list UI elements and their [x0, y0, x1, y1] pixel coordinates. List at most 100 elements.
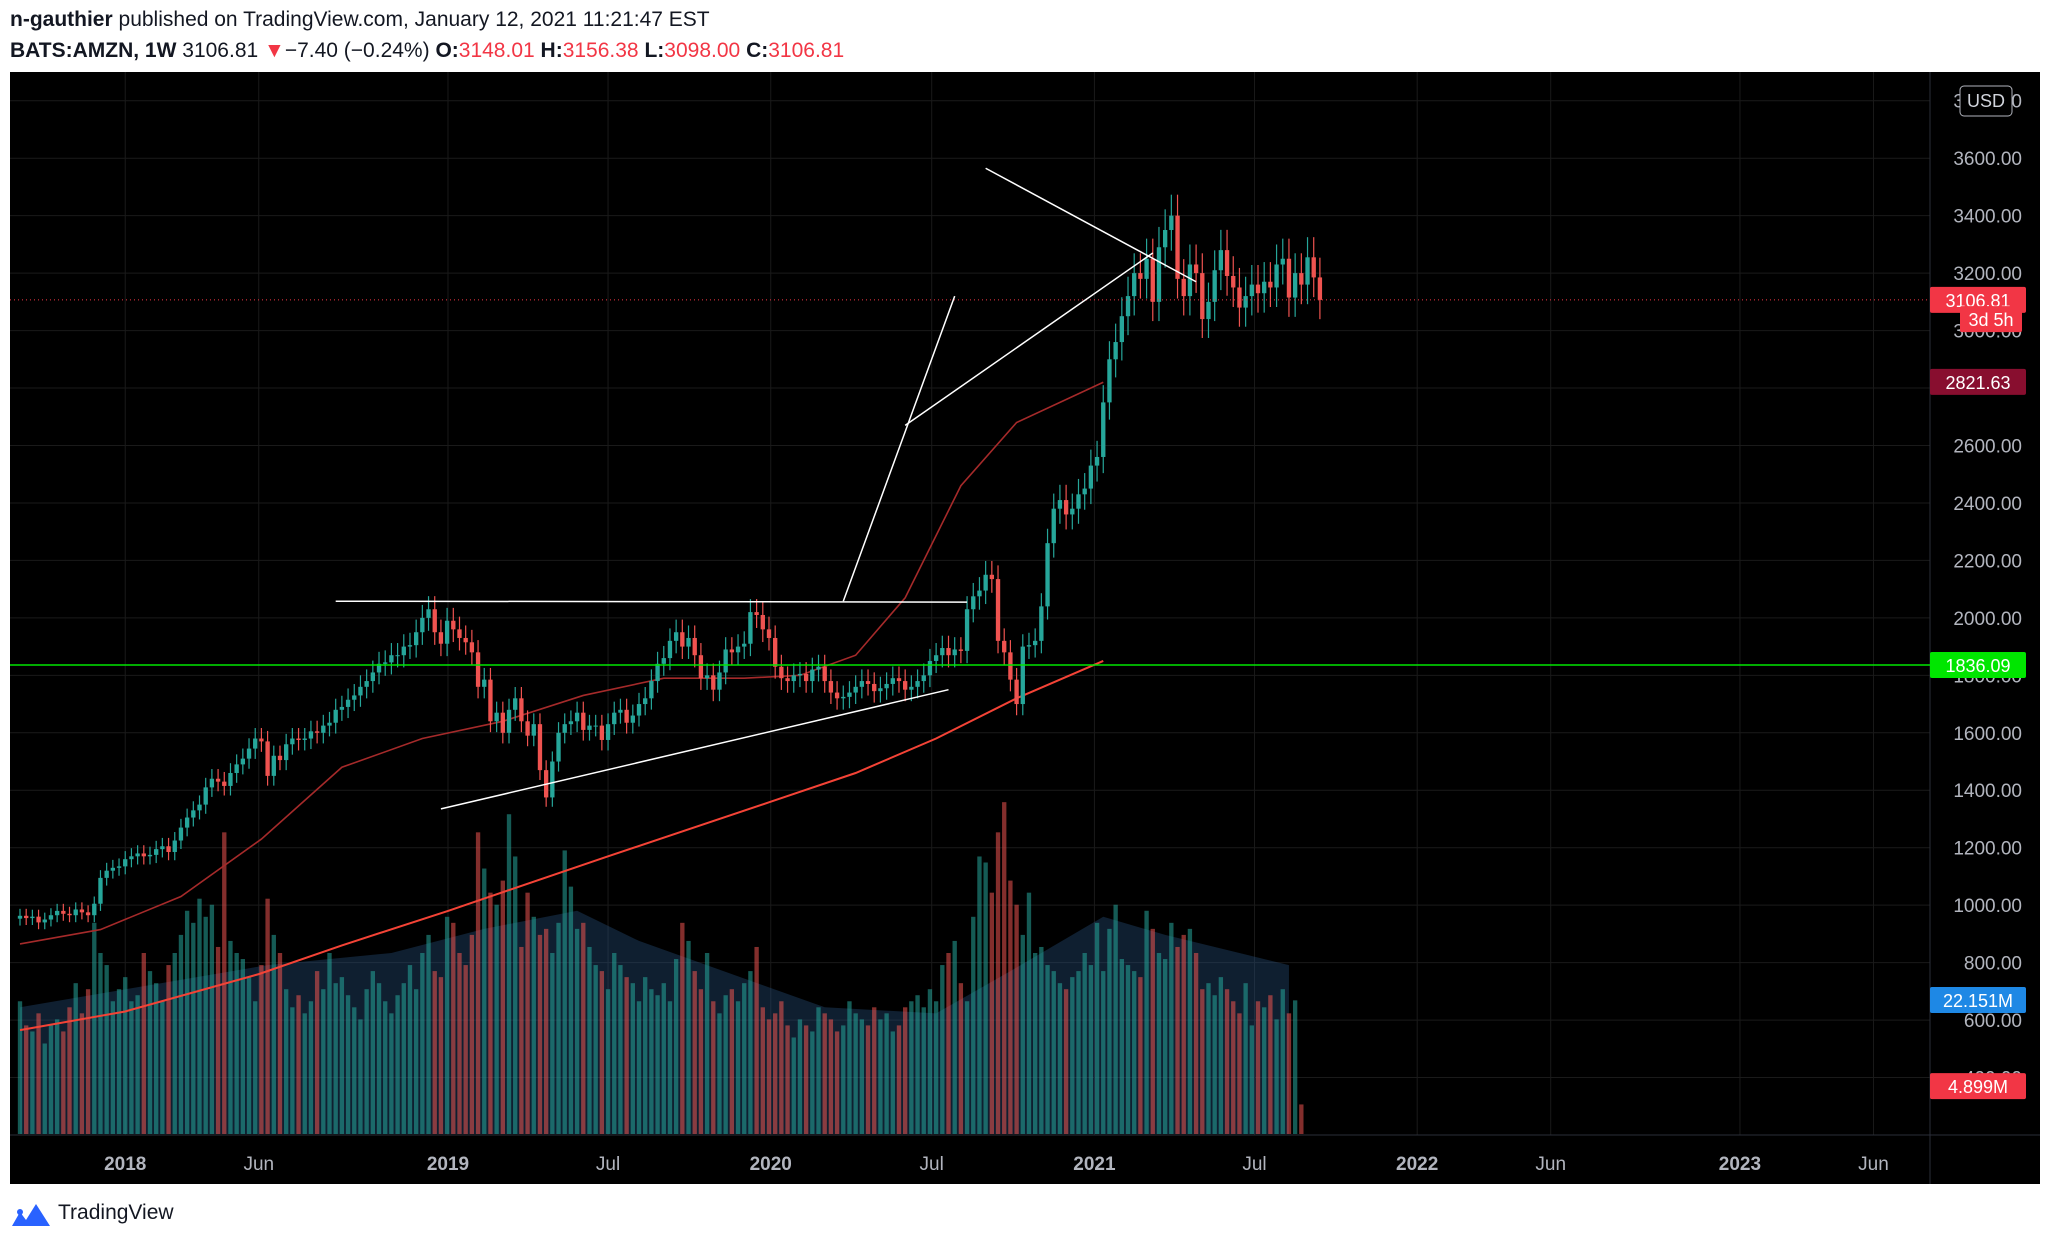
volume-bar: [141, 953, 146, 1134]
candle-body: [265, 741, 270, 776]
candle-body: [172, 840, 177, 853]
y-tick-label: 2200.00: [1953, 551, 2022, 572]
volume-bar: [890, 1031, 895, 1134]
volume-bar: [865, 1025, 871, 1134]
volume-bar: [1125, 965, 1131, 1134]
candle-body: [1193, 264, 1199, 274]
price-chart[interactable]: 3600.00 3400.00 3200.00 2600.00 2400.00 2200.…: [10, 72, 2040, 1184]
ohlc-legend: BATS:AMZN, 1W 3106.81 ▼−7.40 (−0.24%) O:…: [10, 39, 844, 63]
tradingview-logo-icon[interactable]: [10, 1200, 52, 1228]
candle-body: [17, 915, 23, 919]
y-tick-label: 1600.00: [1953, 724, 2022, 745]
candle-body: [1181, 278, 1186, 297]
y-tick-label: 3400.00: [1953, 207, 2022, 228]
volume-bar: [172, 953, 177, 1134]
volume-bar: [1212, 995, 1217, 1134]
volume-bar: [457, 953, 462, 1134]
candle-body: [1125, 296, 1131, 317]
candle-body: [1243, 296, 1248, 308]
candle-body: [537, 724, 543, 771]
volume-bar: [1150, 928, 1155, 1134]
candle-body: [383, 662, 388, 664]
candle-body: [667, 640, 673, 659]
candle-body: [308, 731, 314, 739]
open-label: O:: [435, 39, 459, 62]
candle-body: [605, 724, 611, 740]
trendline: [904, 252, 1154, 426]
volume-bar: [933, 1001, 939, 1134]
x-tick-label: Jun: [1858, 1154, 1889, 1175]
volume-bar: [1094, 922, 1100, 1134]
y-tick-label: 2000.00: [1953, 609, 2022, 630]
candle-body: [1286, 258, 1292, 298]
volume-bar: [1193, 953, 1199, 1134]
volume-bar: [1274, 1019, 1279, 1134]
close-label: C:: [746, 39, 769, 62]
volume-bar: [1175, 946, 1180, 1134]
volume-bar: [1243, 983, 1248, 1134]
volume-bar: [1286, 1013, 1292, 1134]
candle-body: [841, 696, 846, 699]
volume-bar: [760, 1007, 765, 1134]
candle-body: [116, 866, 122, 868]
volume-bar: [1076, 971, 1081, 1134]
candle-body: [1132, 273, 1137, 297]
volume-bar: [537, 934, 543, 1134]
candle-body: [729, 649, 735, 653]
candle-body: [475, 652, 481, 687]
chart-panel[interactable]: 3600.00 3400.00 3200.00 2600.00 2400.00 2200.…: [10, 72, 2040, 1184]
x-tick-label: Jul: [1242, 1154, 1266, 1175]
volume-bar: [903, 1007, 908, 1134]
candle-body: [630, 715, 635, 723]
volume-bar: [333, 983, 338, 1134]
volume-bar: [735, 1001, 741, 1134]
candle-body: [884, 683, 889, 689]
volume-bar: [983, 862, 988, 1134]
candle-body: [1057, 500, 1063, 509]
volume-bar: [129, 1001, 134, 1134]
volume-bar: [1057, 983, 1063, 1134]
x-tick-label: 2020: [750, 1154, 792, 1175]
volume-bar: [1237, 1013, 1242, 1134]
volume-bar: [506, 814, 512, 1134]
volume-bar: [135, 995, 140, 1134]
footer: TradingView: [10, 1196, 410, 1236]
candle-body: [872, 683, 877, 692]
volume-bar: [1249, 1025, 1254, 1134]
candle-body: [971, 596, 976, 610]
candle-body: [754, 612, 759, 615]
volume-bar: [655, 995, 660, 1134]
volume-bar: [872, 1007, 877, 1134]
x-tick-label: Jun: [1535, 1154, 1566, 1175]
candle-body: [921, 675, 926, 682]
volume-bar: [562, 850, 567, 1134]
candle-body: [277, 755, 283, 761]
candle-body: [649, 681, 654, 699]
volume-bar: [581, 922, 586, 1134]
candle-body: [104, 870, 109, 878]
volume-bar: [729, 989, 735, 1134]
candle-body: [426, 609, 431, 618]
volume-bar: [48, 1025, 54, 1134]
publish-text: published on TradingView.com, January 12…: [118, 8, 710, 31]
candle-body: [828, 681, 834, 693]
candle-body: [964, 609, 970, 651]
volume-bar: [1206, 983, 1211, 1134]
volume-bar: [686, 940, 691, 1134]
volume-bar: [1088, 965, 1094, 1134]
volume-bar: [1002, 802, 1007, 1134]
volume-bar: [723, 995, 728, 1134]
candle-body: [85, 912, 91, 916]
volume-bar: [859, 1019, 865, 1134]
candle-body: [704, 675, 710, 679]
tradingview-brand[interactable]: TradingView: [58, 1201, 174, 1224]
open-value: 3148.01: [458, 39, 535, 62]
volume-bar: [1032, 953, 1038, 1134]
candle-body: [1212, 270, 1217, 302]
volume-bar: [717, 1013, 722, 1134]
author-name[interactable]: n-gauthier: [10, 8, 113, 31]
symbol-label[interactable]: BATS:AMZN, 1W: [10, 39, 177, 62]
candle-body: [853, 686, 858, 693]
candle-body: [847, 692, 852, 697]
volume-bar: [1299, 1104, 1304, 1134]
